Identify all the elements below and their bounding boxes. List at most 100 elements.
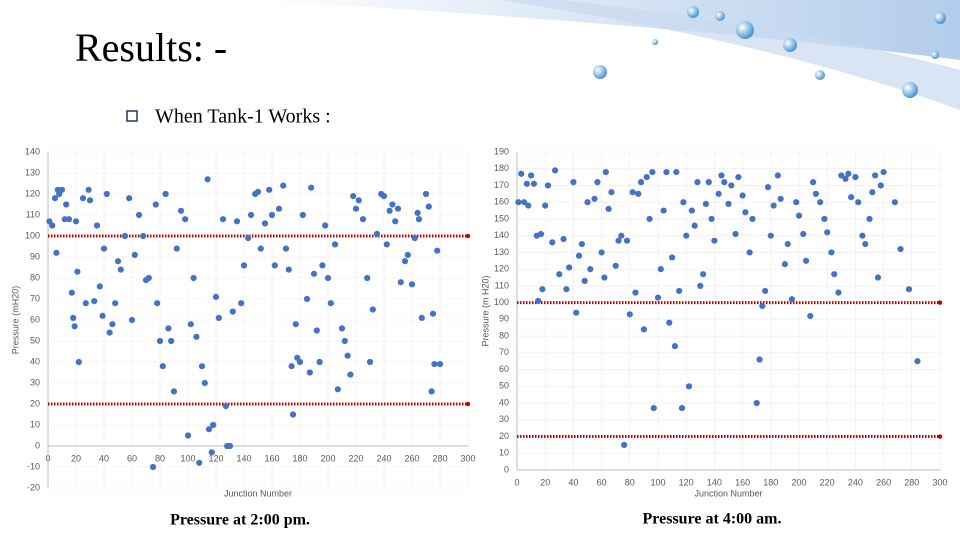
data-point xyxy=(85,186,92,193)
data-point xyxy=(749,215,756,223)
data-point xyxy=(222,403,229,410)
data-point xyxy=(640,326,648,333)
data-point xyxy=(193,333,200,340)
data-point xyxy=(756,356,763,363)
data-point xyxy=(51,195,59,202)
y-axis-label: Pressure (mH20) xyxy=(10,286,20,355)
data-point xyxy=(872,172,879,179)
data-point xyxy=(352,205,360,212)
data-point xyxy=(539,286,546,293)
data-point xyxy=(753,399,760,407)
x-axis-label: Junction Number xyxy=(694,488,762,498)
data-point xyxy=(650,404,657,412)
data-point xyxy=(285,266,292,273)
data-point xyxy=(721,179,728,186)
data-point xyxy=(245,235,252,242)
data-point xyxy=(762,287,769,295)
y-tick-label: 50 xyxy=(30,335,40,345)
data-point xyxy=(152,201,159,208)
data-point xyxy=(800,230,807,238)
data-point xyxy=(700,271,707,278)
data-point xyxy=(608,189,615,196)
y-tick-label: 60 xyxy=(499,364,509,374)
data-point xyxy=(705,179,712,186)
data-point xyxy=(563,286,570,293)
y-tick-label: 100 xyxy=(25,230,40,240)
data-point xyxy=(544,182,552,189)
chart-caption: Pressure at 2:00 pm. xyxy=(170,512,310,529)
data-point xyxy=(359,216,367,223)
data-point xyxy=(210,421,217,429)
data-point xyxy=(570,179,577,186)
data-point xyxy=(397,279,404,286)
data-point xyxy=(434,247,441,254)
y-tick-label: 90 xyxy=(499,314,509,324)
data-point xyxy=(537,230,545,238)
data-point xyxy=(649,168,656,176)
data-point xyxy=(767,232,774,239)
data-point xyxy=(914,358,921,365)
data-point xyxy=(280,182,287,189)
data-point xyxy=(764,184,772,191)
data-point xyxy=(49,222,56,229)
data-point xyxy=(643,174,650,181)
data-point xyxy=(612,262,619,269)
data-point xyxy=(131,251,138,258)
data-point xyxy=(392,218,399,225)
data-point xyxy=(128,316,136,324)
data-point xyxy=(156,337,164,345)
data-point xyxy=(327,300,334,307)
data-point xyxy=(551,167,559,174)
x-tick-label: 20 xyxy=(540,477,550,487)
data-point xyxy=(182,216,189,223)
y-tick-label: 170 xyxy=(494,180,509,190)
data-point xyxy=(637,179,645,186)
slide-title: Results: - xyxy=(75,25,227,70)
data-point xyxy=(82,300,89,307)
y-tick-label: 20 xyxy=(499,431,509,441)
x-tick-label: 280 xyxy=(904,477,919,487)
data-point xyxy=(334,386,341,393)
data-point xyxy=(338,325,346,332)
data-point xyxy=(121,232,129,240)
x-axis-label: Junction Number xyxy=(224,488,292,498)
data-point xyxy=(414,209,421,216)
data-point xyxy=(109,321,116,328)
x-tick-label: 0 xyxy=(514,477,519,487)
data-point xyxy=(807,312,814,320)
y-tick-label: -10 xyxy=(27,461,40,471)
data-point xyxy=(292,321,299,328)
data-point xyxy=(72,218,80,225)
y-tick-label: 130 xyxy=(25,167,40,177)
data-point xyxy=(688,207,695,214)
data-point xyxy=(58,186,66,193)
y-tick-label: 160 xyxy=(494,197,509,207)
data-point xyxy=(201,379,208,387)
water-drops xyxy=(593,6,946,98)
data-point xyxy=(316,358,323,366)
data-point xyxy=(708,215,715,223)
data-point xyxy=(646,215,653,223)
data-point xyxy=(657,266,664,273)
y-tick-label: 0 xyxy=(35,440,40,450)
data-point xyxy=(389,201,396,208)
data-point xyxy=(299,211,306,219)
data-point xyxy=(106,329,113,336)
y-tick-label: 70 xyxy=(30,293,40,303)
data-point xyxy=(587,266,594,273)
x-tick-label: 80 xyxy=(625,477,635,487)
data-point xyxy=(795,212,803,219)
data-point xyxy=(313,327,320,334)
header-wave xyxy=(250,0,960,60)
data-point xyxy=(591,195,598,202)
data-point xyxy=(373,230,381,237)
data-point xyxy=(549,239,556,246)
data-point xyxy=(99,312,106,319)
data-point xyxy=(575,252,583,259)
data-point xyxy=(140,232,147,240)
data-point xyxy=(168,337,175,345)
data-point xyxy=(671,343,679,350)
data-point xyxy=(812,190,820,197)
data-point xyxy=(842,175,849,182)
data-point xyxy=(306,369,313,376)
